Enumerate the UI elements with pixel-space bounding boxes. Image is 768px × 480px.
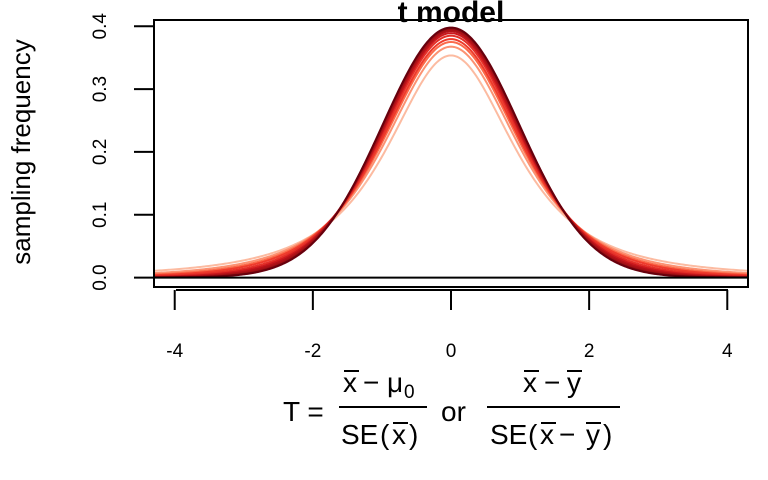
frac1-num-a: x — [343, 367, 357, 398]
x-tick-label: -4 — [166, 341, 183, 362]
series-line-df-50 — [154, 27, 748, 279]
x-tick-label: 0 — [446, 341, 457, 362]
y-axis: 0.0 0.1 0.2 0.3 0.4 — [90, 13, 155, 291]
series-line-df-4 — [153, 40, 749, 276]
frac2-den-b: y — [586, 419, 600, 450]
density-curves — [153, 26, 749, 279]
x-tick-label: 4 — [722, 341, 733, 362]
series-line-df-15 — [153, 30, 749, 279]
y-tick-label: 0.0 — [90, 264, 111, 290]
frac2-den-lparen: ( — [528, 419, 538, 450]
series-line-df-25 — [153, 28, 749, 279]
y-tick-label: 0.3 — [90, 76, 111, 102]
formula-or: or — [441, 396, 466, 427]
x-tick-label: -2 — [304, 341, 321, 362]
series-line-df-7 — [153, 34, 749, 278]
formula-lhs: T = — [283, 396, 324, 427]
frac1-den-arg: x — [392, 419, 406, 450]
y-axis-label: sampling frequency — [6, 39, 36, 264]
frac2-num-b: y — [567, 367, 581, 398]
series-line-df-3 — [153, 45, 749, 275]
x-tick-label: 2 — [584, 341, 595, 362]
series-line-df-100 — [154, 26, 748, 279]
frac2-den-a: x — [540, 419, 554, 450]
frac1-num-b-sub: 0 — [404, 382, 415, 403]
series-line-df-10 — [153, 32, 749, 278]
series-line-df-2 — [153, 54, 749, 272]
y-tick-label: 0.4 — [90, 13, 111, 40]
plot-frame — [153, 19, 749, 288]
frac2-den-rparen: ) — [603, 419, 612, 450]
series-line-df-5 — [153, 38, 749, 277]
frac2-num-op: − — [544, 367, 560, 398]
y-tick-label: 0.1 — [90, 202, 111, 228]
x-axis: -4 -2 0 2 4 — [166, 289, 733, 362]
frac1-num-b: μ — [387, 367, 403, 398]
frac1-den-lparen: ( — [380, 419, 390, 450]
chart-title: t model — [398, 0, 505, 29]
frac1-den-fn: SE — [341, 419, 378, 450]
y-tick-label: 0.2 — [90, 139, 111, 165]
frac2-den-fn: SE — [490, 419, 527, 450]
frac2-num-a: x — [523, 367, 537, 398]
x-axis-label: T = x − μ 0 SE ( x ) or x − y SE ( x − y… — [283, 367, 620, 450]
frac1-den-rparen: ) — [409, 419, 418, 450]
frac2-den-op: − — [559, 419, 575, 450]
frac1-num-op: − — [363, 367, 379, 398]
